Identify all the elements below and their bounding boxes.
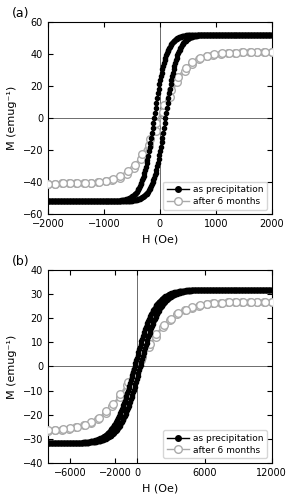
Text: (a): (a)	[12, 7, 30, 20]
X-axis label: H (Oe): H (Oe)	[142, 234, 178, 244]
Y-axis label: M (emug⁻¹): M (emug⁻¹)	[7, 86, 17, 150]
X-axis label: H (Oe): H (Oe)	[142, 483, 178, 493]
Legend: as precipitation, after 6 months: as precipitation, after 6 months	[163, 182, 267, 210]
Text: (b): (b)	[12, 256, 30, 268]
Y-axis label: M (emug⁻¹): M (emug⁻¹)	[7, 334, 17, 398]
Legend: as precipitation, after 6 months: as precipitation, after 6 months	[163, 430, 267, 458]
